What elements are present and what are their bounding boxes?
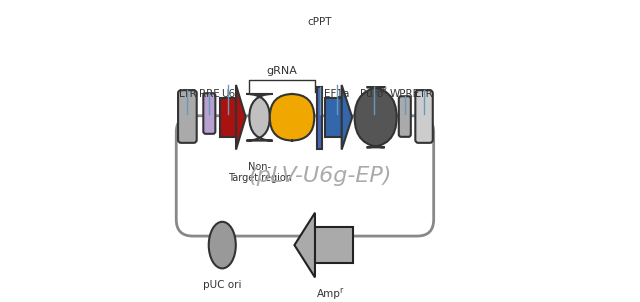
Text: U6: U6 (221, 89, 236, 99)
Bar (317, 87, 323, 149)
Text: r: r (339, 285, 342, 294)
Text: LTR: LTR (415, 89, 433, 99)
FancyBboxPatch shape (355, 87, 397, 147)
FancyBboxPatch shape (204, 93, 215, 134)
FancyBboxPatch shape (270, 94, 314, 141)
Text: Amp: Amp (317, 289, 341, 300)
FancyBboxPatch shape (178, 90, 196, 143)
Polygon shape (220, 98, 236, 137)
Text: gRNA: gRNA (267, 66, 298, 76)
Text: WPRE: WPRE (390, 89, 420, 99)
Text: RRE: RRE (199, 89, 220, 99)
FancyBboxPatch shape (399, 96, 411, 137)
Polygon shape (315, 227, 353, 263)
FancyBboxPatch shape (246, 94, 273, 141)
Polygon shape (236, 85, 246, 149)
Text: Puro: Puro (360, 89, 383, 99)
Text: Non-
Target region: Non- Target region (228, 162, 292, 183)
Text: LTR: LTR (179, 89, 196, 99)
Text: EF1a: EF1a (324, 89, 349, 99)
Ellipse shape (209, 222, 236, 268)
Polygon shape (294, 213, 315, 278)
Text: cPPT: cPPT (307, 17, 332, 27)
Polygon shape (342, 85, 352, 149)
Text: (pLV-U6g-EP): (pLV-U6g-EP) (248, 166, 392, 186)
Text: pUC ori: pUC ori (203, 281, 241, 291)
Polygon shape (324, 98, 342, 137)
Text: R: R (381, 86, 387, 95)
FancyBboxPatch shape (415, 90, 433, 143)
